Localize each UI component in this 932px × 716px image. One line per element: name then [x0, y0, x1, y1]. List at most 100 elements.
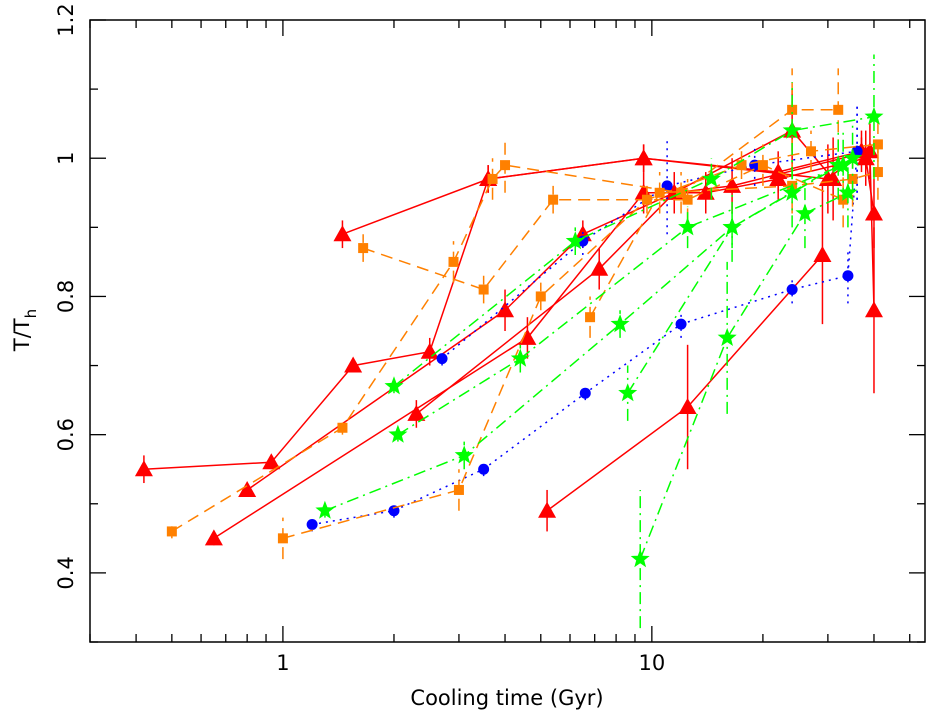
- data-point-circle: [306, 519, 318, 531]
- data-point-circle: [675, 318, 687, 330]
- series-5: [538, 185, 832, 532]
- series-line: [342, 150, 862, 235]
- data-point-square: [833, 104, 844, 115]
- series-line: [546, 254, 823, 512]
- data-point-triangle: [538, 501, 557, 518]
- series-line: [246, 129, 834, 491]
- y-tick-label: 0.8: [54, 280, 78, 313]
- data-point-triangle: [864, 204, 883, 221]
- y-tick-label: 0.6: [54, 418, 78, 451]
- data-point-square: [448, 256, 459, 267]
- series-line: [282, 143, 878, 540]
- data-point-star: [838, 182, 858, 201]
- series-line: [143, 150, 862, 470]
- data-point-star: [864, 106, 884, 125]
- series-8: [166, 68, 844, 539]
- data-point-square: [847, 173, 858, 184]
- data-point-square: [337, 422, 348, 433]
- data-point-star: [618, 383, 638, 402]
- data-point-triangle: [407, 404, 426, 421]
- data-point-triangle: [678, 398, 697, 415]
- data-point-star: [795, 203, 815, 222]
- data-point-triangle: [496, 301, 515, 318]
- y-tick-label: 1.2: [54, 3, 78, 36]
- data-point-square: [277, 533, 288, 544]
- series-line: [393, 116, 875, 387]
- data-point-star: [565, 231, 585, 250]
- data-point-star: [384, 376, 404, 395]
- data-point-triangle: [634, 149, 653, 166]
- data-point-star: [610, 314, 630, 333]
- data-point-circle: [786, 284, 798, 296]
- data-point-square: [872, 167, 883, 178]
- data-point-square: [453, 484, 464, 495]
- series-line: [639, 192, 849, 560]
- data-point-square: [487, 173, 498, 184]
- data-point-square: [548, 194, 559, 205]
- series-line: [589, 171, 879, 318]
- axis-tick-labels: 1 10 0.4 0.6 0.8 1 1.2: [54, 3, 665, 675]
- data-point-triangle: [590, 259, 609, 276]
- data-point-square: [787, 104, 798, 115]
- data-point-star: [701, 169, 721, 187]
- data-point-star: [828, 155, 848, 174]
- data-point-triangle: [333, 225, 352, 242]
- data-point-triangle: [518, 328, 537, 345]
- series-layer: [134, 54, 884, 629]
- data-point-star: [722, 217, 742, 236]
- data-point-square: [682, 194, 693, 205]
- y-axis-label-subscript: h: [22, 309, 40, 319]
- data-point-triangle: [204, 529, 223, 546]
- series-16: [618, 130, 848, 421]
- data-point-square: [535, 291, 546, 302]
- data-point-star: [717, 327, 737, 346]
- data-point-triangle: [344, 356, 363, 373]
- series-10: [358, 144, 849, 304]
- x-tick-label: 1: [276, 651, 289, 675]
- data-point-triangle: [134, 460, 153, 477]
- series-line: [397, 164, 844, 436]
- data-point-square: [166, 526, 177, 537]
- y-tick-label: 0.4: [54, 556, 78, 589]
- data-point-star: [454, 445, 474, 464]
- data-point-star: [782, 120, 802, 139]
- data-point-star: [630, 549, 650, 568]
- series-15: [630, 158, 858, 629]
- series-13: [384, 54, 884, 395]
- data-point-star: [388, 424, 408, 443]
- data-point-square: [736, 160, 747, 171]
- x-axis-label: Cooling time (Gyr): [410, 686, 603, 710]
- data-point-square: [872, 139, 883, 150]
- x-tick-label: 10: [638, 651, 665, 675]
- series-line: [171, 109, 839, 533]
- data-point-star: [843, 148, 863, 167]
- data-point-triangle: [238, 480, 257, 497]
- data-point-star: [315, 500, 335, 519]
- axis-ticks: [89, 19, 925, 643]
- data-point-square: [585, 312, 596, 323]
- data-point-circle: [579, 387, 591, 399]
- series-line: [311, 151, 858, 526]
- data-point-square: [676, 187, 687, 198]
- plot-frame: [89, 19, 926, 643]
- data-point-circle: [478, 463, 490, 475]
- data-point-triangle: [420, 342, 439, 359]
- series-7: [436, 102, 863, 366]
- series-line: [324, 157, 853, 512]
- data-point-circle: [436, 353, 448, 365]
- data-point-square: [654, 187, 665, 198]
- data-point-circle: [388, 505, 400, 517]
- data-point-triangle: [864, 301, 883, 318]
- data-point-star: [510, 348, 530, 367]
- data-point-square: [478, 284, 489, 295]
- data-point-triangle: [813, 245, 832, 262]
- y-tick-label: 1: [54, 152, 78, 165]
- y-axis-label: T/Th: [10, 309, 40, 352]
- data-point-square: [805, 146, 816, 157]
- data-point-triangle: [696, 183, 715, 200]
- data-point-triangle: [769, 169, 788, 186]
- data-point-square: [757, 160, 768, 171]
- series-3: [204, 130, 883, 546]
- data-point-circle: [842, 270, 854, 282]
